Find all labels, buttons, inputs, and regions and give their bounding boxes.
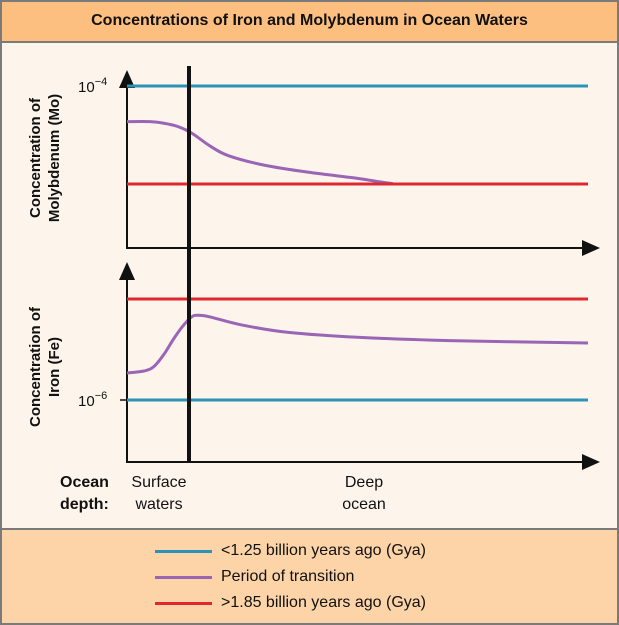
- legend-label: >1.85 billion years ago (Gya): [221, 594, 426, 611]
- legend-item-ancient: >1.85 billion years ago (Gya): [155, 593, 426, 613]
- legend-swatch-blue: [155, 549, 212, 553]
- surface-label-line2: waters: [134, 496, 182, 513]
- legend-swatch-purple: [155, 575, 212, 579]
- mo-ylabel-line2: Molybdenum (Mo): [46, 94, 63, 222]
- fe-ylabel-line2: Iron (Fe): [46, 337, 63, 397]
- xaxis-label-line1: Ocean: [60, 474, 109, 491]
- diagram-title: Concentrations of Iron and Molybdenum in…: [0, 0, 619, 43]
- xaxis-label-line2: depth:: [60, 496, 109, 513]
- fe-series-transition: [126, 313, 589, 375]
- mo-ylabel-line1: Concentration of: [27, 97, 44, 218]
- legend: <1.25 billion years ago (Gya) Period of …: [0, 528, 619, 625]
- legend-label: <1.25 billion years ago (Gya): [221, 542, 426, 559]
- deep-label-line1: Deep: [345, 474, 383, 491]
- legend-label: Period of transition: [221, 568, 355, 585]
- fe-ylabel-line1: Concentration of: [27, 306, 44, 427]
- legend-item-transition: Period of transition: [155, 567, 354, 587]
- fe-ytick-label: 10−6: [78, 390, 107, 410]
- mo-ytick-label: 10−4: [78, 76, 107, 96]
- deep-label-line2: ocean: [342, 496, 386, 513]
- legend-item-recent: <1.25 billion years ago (Gya): [155, 541, 426, 561]
- surface-label-line1: Surface: [131, 474, 186, 491]
- legend-swatch-red: [155, 601, 212, 605]
